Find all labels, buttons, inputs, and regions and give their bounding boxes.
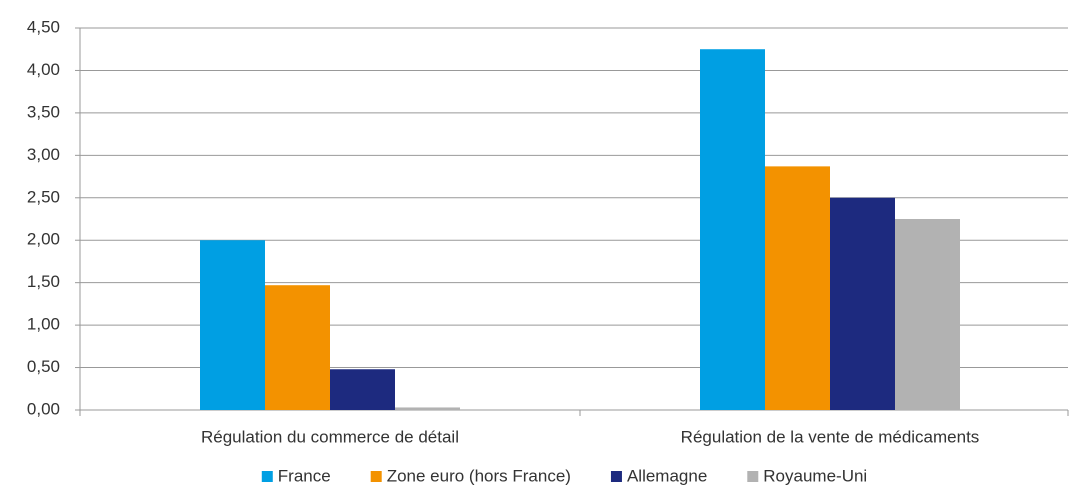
legend-label: France bbox=[278, 466, 331, 485]
y-tick-label: 1,50 bbox=[27, 272, 60, 291]
x-tick-label: Régulation du commerce de détail bbox=[201, 427, 459, 446]
legend-swatch bbox=[747, 471, 759, 482]
y-tick-label: 1,00 bbox=[27, 315, 60, 334]
legend-label: Zone euro (hors France) bbox=[387, 466, 571, 485]
y-tick-label: 2,50 bbox=[27, 187, 60, 206]
y-tick-label: 0,00 bbox=[27, 399, 60, 418]
bar bbox=[200, 240, 265, 410]
legend-label: Allemagne bbox=[627, 466, 707, 485]
bar bbox=[895, 219, 960, 410]
y-tick-label: 4,50 bbox=[27, 17, 60, 36]
x-tick-label: Régulation de la vente de médicaments bbox=[681, 427, 980, 446]
legend-swatch bbox=[261, 471, 273, 482]
bar bbox=[395, 407, 460, 410]
y-tick-label: 2,00 bbox=[27, 230, 60, 249]
bar bbox=[330, 369, 395, 410]
legend-label: Royaume-Uni bbox=[763, 466, 867, 485]
bar bbox=[830, 197, 895, 410]
y-tick-label: 0,50 bbox=[27, 357, 60, 376]
y-tick-label: 4,00 bbox=[27, 60, 60, 79]
legend-swatch bbox=[370, 471, 382, 482]
y-tick-label: 3,50 bbox=[27, 102, 60, 121]
bar bbox=[765, 166, 830, 410]
legend-swatch bbox=[610, 471, 622, 482]
y-tick-label: 3,00 bbox=[27, 145, 60, 164]
bar bbox=[265, 285, 330, 410]
bar bbox=[700, 49, 765, 410]
